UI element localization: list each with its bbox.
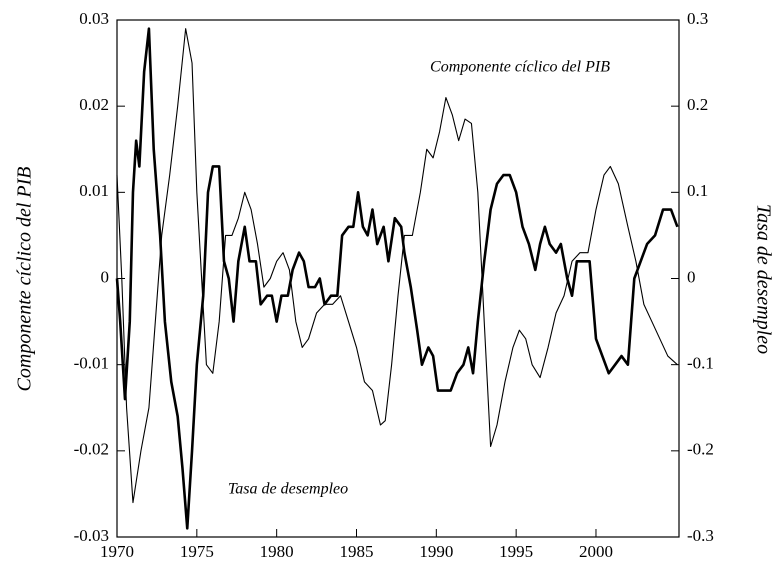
x-tick-label: 2000 [579, 542, 613, 561]
y2-tick-label: 0.3 [687, 9, 708, 28]
annotation: Tasa de desempleo [228, 481, 348, 498]
y-tick-label: -0.03 [74, 526, 109, 545]
y-tick-label: -0.01 [74, 354, 109, 373]
y-axis-label: Componente cíclico del PIB [14, 167, 36, 392]
y2-tick-label: 0.2 [687, 95, 708, 114]
y2-tick-label: 0.1 [687, 181, 708, 200]
x-tick-label: 1980 [260, 542, 294, 561]
x-tick-label: 1990 [419, 542, 453, 561]
y-tick-label: -0.02 [74, 440, 109, 459]
data-line [115, 27, 679, 530]
x-tick-label: 1970 [100, 542, 134, 561]
y-tick-label: 0.02 [79, 95, 109, 114]
data-line [116, 28, 678, 504]
y2-tick-label: -0.1 [687, 354, 714, 373]
x-tick-label: 1995 [499, 542, 533, 561]
y2-tick-label: -0.3 [687, 526, 714, 545]
x-tick-label: 1975 [180, 542, 214, 561]
y-tick-label: 0.01 [79, 181, 109, 200]
y2-tick-label: 0 [687, 267, 696, 286]
x-tick-label: 1985 [339, 542, 373, 561]
y2-axis-label: Tasa de desempleo [752, 204, 774, 354]
annotation: Componente cíclico del PIB [430, 59, 610, 76]
y-tick-label: 0 [101, 267, 110, 286]
y-tick-label: 0.03 [79, 9, 109, 28]
y2-tick-label: -0.2 [687, 440, 714, 459]
